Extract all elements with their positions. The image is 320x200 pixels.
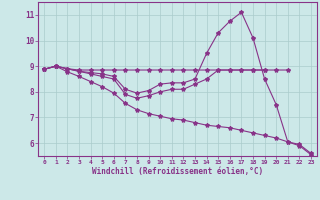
X-axis label: Windchill (Refroidissement éolien,°C): Windchill (Refroidissement éolien,°C) [92,167,263,176]
